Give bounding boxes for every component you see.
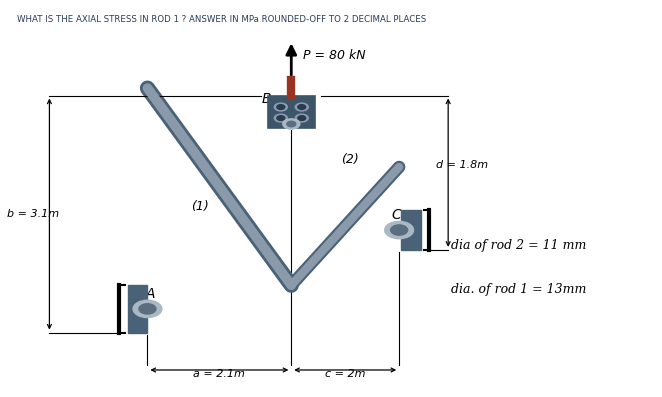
Circle shape [277, 105, 285, 110]
Circle shape [133, 300, 162, 318]
Text: d = 1.8m: d = 1.8m [436, 160, 489, 170]
Circle shape [139, 304, 156, 314]
Circle shape [274, 103, 287, 111]
Text: a = 2.1m: a = 2.1m [193, 369, 246, 379]
Text: C: C [391, 208, 401, 222]
Text: b = 3.1m: b = 3.1m [7, 209, 59, 219]
Circle shape [391, 225, 408, 235]
Circle shape [277, 116, 285, 120]
Text: B: B [261, 93, 271, 106]
Text: c = 2m: c = 2m [325, 369, 365, 379]
Circle shape [295, 114, 308, 122]
Bar [267, 96, 315, 128]
Circle shape [283, 119, 300, 129]
Circle shape [385, 222, 414, 239]
Text: A: A [146, 287, 156, 301]
Text: (2): (2) [341, 152, 359, 166]
Bar [401, 210, 421, 250]
Circle shape [298, 116, 306, 120]
Circle shape [287, 121, 296, 127]
Circle shape [274, 114, 287, 122]
Text: dia of rod 2 = 11 mm: dia of rod 2 = 11 mm [451, 239, 587, 252]
Text: (1): (1) [191, 200, 209, 213]
Text: dia. of rod 1 = 13mm: dia. of rod 1 = 13mm [451, 283, 587, 296]
Circle shape [295, 103, 308, 111]
Circle shape [298, 105, 306, 110]
Text: WHAT IS THE AXIAL STRESS IN ROD 1 ? ANSWER IN MPa ROUNDED-OFF TO 2 DECIMAL PLACE: WHAT IS THE AXIAL STRESS IN ROD 1 ? ANSW… [17, 15, 426, 24]
Bar [128, 285, 148, 333]
Text: P = 80 kN: P = 80 kN [303, 49, 365, 62]
